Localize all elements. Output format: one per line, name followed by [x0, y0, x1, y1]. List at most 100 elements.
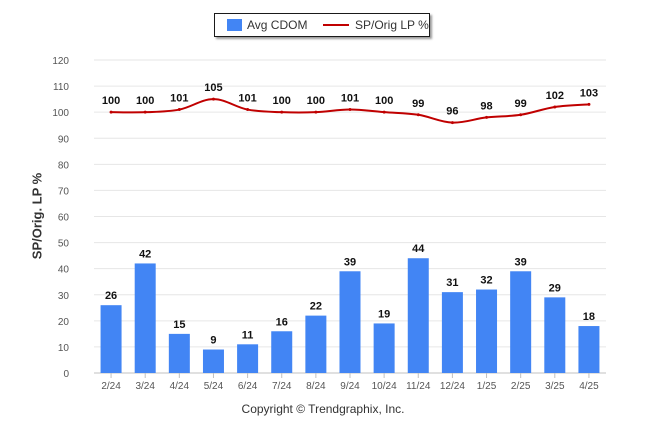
y-tick-label: 10 [58, 343, 70, 354]
line-data-label: 100 [273, 95, 291, 107]
y-tick-label: 70 [58, 186, 70, 197]
line-data-label: 99 [515, 98, 527, 110]
bar-data-label: 44 [412, 243, 425, 255]
bar-data-label: 9 [210, 335, 216, 347]
line-data-label: 103 [580, 87, 598, 99]
legend-line-label: SP/Orig LP % [355, 18, 429, 32]
x-tick-label: 1/25 [477, 381, 497, 392]
bar [578, 326, 600, 373]
y-tick-label: 20 [58, 317, 70, 328]
line-point [450, 121, 454, 125]
y-tick-label: 100 [52, 108, 69, 119]
line-data-label: 100 [102, 95, 120, 107]
line-point [246, 108, 250, 112]
line-data-label: 100 [375, 95, 393, 107]
x-tick-label: 3/25 [545, 381, 565, 392]
bar-data-label: 16 [276, 316, 288, 328]
y-tick-label: 110 [53, 82, 69, 93]
bar [339, 271, 361, 373]
line-data-label: 102 [546, 90, 564, 102]
bar [271, 331, 293, 373]
legend-item-line[interactable]: SP/Orig LP % [323, 18, 429, 32]
copyright-text: Copyright © Trendgraphix, Inc. [241, 402, 405, 416]
y-axis: 0 10 20 30 40 50 60 70 80 90 100 110 120 [52, 56, 69, 380]
y-tick-label: 50 [58, 239, 70, 250]
bar-data-label: 11 [242, 329, 254, 341]
bar [476, 289, 498, 373]
line-data-label: 101 [238, 93, 256, 105]
line-data-label: 96 [446, 106, 458, 118]
bar [168, 333, 190, 373]
legend-line-swatch [323, 24, 349, 26]
bar [202, 349, 224, 373]
x-tick-label: 2/25 [511, 381, 531, 392]
x-tick-label: 4/24 [170, 381, 190, 392]
y-tick-label: 90 [58, 134, 70, 145]
y-tick-label: 40 [58, 265, 70, 276]
y-tick-label: 30 [58, 291, 70, 302]
x-axis: 2/24 3/24 4/24 5/24 6/24 7/24 8/24 9/24 10/24 11/… [101, 373, 599, 392]
line-data-label: 105 [204, 82, 222, 94]
bar-data-label: 22 [310, 301, 322, 313]
line-point [382, 110, 386, 114]
legend: Avg CDOM SP/Orig LP % [214, 13, 430, 37]
x-tick-label: 11/24 [406, 381, 431, 392]
y-tick-label: 0 [63, 369, 69, 380]
x-tick-label: 10/24 [372, 381, 397, 392]
line-point [109, 110, 113, 114]
line-series [109, 97, 591, 125]
line-data-label: 100 [136, 95, 154, 107]
x-tick-label: 3/24 [135, 381, 155, 392]
line-point [348, 108, 352, 112]
line-point [485, 115, 489, 119]
bar [305, 315, 327, 373]
bar-data-label: 19 [378, 308, 390, 320]
bar [510, 271, 532, 373]
bar-data-label: 18 [583, 311, 595, 323]
y-tick-label: 60 [58, 213, 70, 224]
bar-data-label: 32 [480, 275, 492, 287]
bar-data-label: 31 [446, 277, 458, 289]
bar-data-label: 39 [344, 256, 356, 268]
x-tick-label: 5/24 [204, 381, 224, 392]
bar [100, 305, 122, 373]
legend-bar-swatch [227, 19, 242, 31]
gridlines [94, 59, 606, 374]
bar [441, 292, 463, 373]
bar-data-label: 26 [105, 290, 117, 302]
bar-series [100, 258, 600, 373]
bar [373, 323, 395, 373]
line-point [314, 110, 318, 114]
bar-data-label: 29 [549, 282, 561, 294]
legend-item-bar[interactable]: Avg CDOM [227, 18, 307, 32]
y-tick-label: 80 [58, 160, 70, 171]
legend-bar-label: Avg CDOM [247, 18, 308, 32]
x-tick-label: 9/24 [340, 381, 360, 392]
line-point [280, 110, 284, 114]
y-axis-title: SP/Orig. LP % [29, 172, 45, 260]
x-tick-label: 8/24 [306, 381, 326, 392]
line-point [416, 113, 420, 117]
line-data-label: 100 [307, 95, 325, 107]
line-data-label: 98 [480, 100, 492, 112]
bar-data-label: 39 [515, 256, 527, 268]
x-tick-label: 12/24 [440, 381, 465, 392]
line-data-label: 101 [170, 93, 188, 105]
line-point [519, 113, 523, 117]
bar-data-label: 42 [139, 248, 151, 260]
line-data-label: 101 [341, 93, 359, 105]
data-labels: 26 42 15 9 11 16 22 39 19 44 31 32 39 29 18 100 100 101 10… [102, 82, 598, 346]
y-tick-label: 120 [52, 56, 69, 67]
bar [134, 263, 156, 373]
bar [237, 344, 259, 373]
line-point [587, 102, 591, 106]
x-tick-label: 6/24 [238, 381, 258, 392]
x-tick-label: 4/25 [579, 381, 599, 392]
x-tick-label: 2/24 [101, 381, 121, 392]
bar-data-label: 15 [173, 319, 185, 331]
bar [407, 258, 429, 373]
x-tick-label: 7/24 [272, 381, 292, 392]
line-point [553, 105, 557, 109]
line-point [143, 110, 147, 114]
